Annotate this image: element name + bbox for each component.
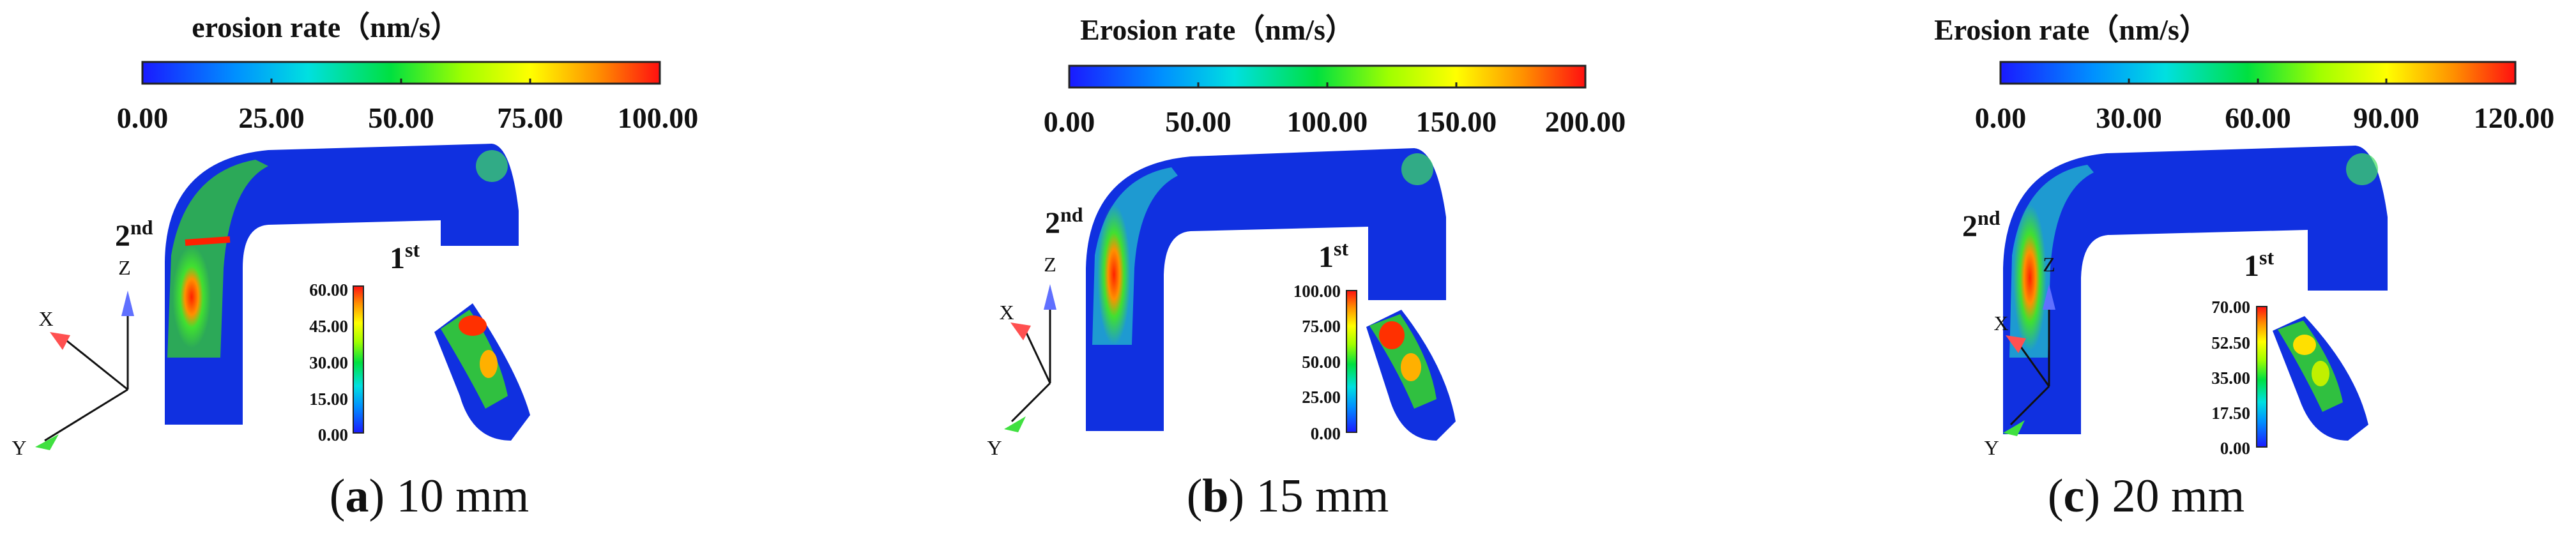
- panel-b: Erosion rate（nm/s） 0.00 50.00 100.00 150…: [858, 0, 1717, 553]
- inset-tick: 60.00: [309, 280, 348, 299]
- inset-tick: 0.00: [2220, 439, 2250, 458]
- caption-b: (b) 15 mm: [1186, 470, 1389, 522]
- inset-tick: 30.00: [309, 353, 348, 372]
- inset-tick: 17.50: [2211, 404, 2250, 423]
- colorbar-title: Erosion rate（nm/s）: [1080, 13, 1355, 46]
- caption-a: (a) 10 mm: [329, 470, 530, 522]
- colorbar-tick: 0.00: [117, 102, 169, 134]
- axis-triad: [1010, 294, 1051, 423]
- colorbar-tick: 60.00: [2225, 102, 2291, 134]
- colorbar-tick: 0.00: [1044, 105, 1095, 138]
- figure-b: Erosion rate（nm/s） 0.00 50.00 100.00 150…: [987, 13, 1626, 459]
- elbow-pipe-model: [2003, 146, 2388, 434]
- z-axis-arrow-icon: [1044, 284, 1056, 310]
- label-2nd: 2nd: [1045, 203, 1083, 240]
- y-axis-arrow-icon: [1004, 416, 1026, 432]
- colorbar-tick: 75.00: [497, 102, 563, 134]
- x-axis-arrow-icon: [2006, 335, 2026, 353]
- inset-tick: 25.00: [1302, 388, 1341, 407]
- inset-tick: 75.00: [1302, 317, 1341, 336]
- elbow-pipe-model: [1086, 148, 1446, 431]
- z-axis-label: Z: [2043, 253, 2055, 276]
- inset-tick: 100.00: [1293, 282, 1341, 301]
- figure-c: Erosion rate（nm/s） 0.00 30.00 60.00 90.0…: [1934, 13, 2555, 459]
- colorbar-title: erosion rate（nm/s）: [192, 11, 460, 43]
- x-axis-arrow-icon: [1010, 322, 1031, 340]
- z-axis-arrow-icon: [121, 291, 134, 316]
- colorbar-tick: 50.00: [1165, 105, 1231, 138]
- label-1st: 1st: [2244, 246, 2274, 283]
- caption-c: (c) 20 mm: [2047, 470, 2245, 522]
- label-1st: 1st: [390, 238, 420, 275]
- elbow-pipe-model: [165, 144, 519, 425]
- colorbar-tick: 120.00: [2474, 102, 2555, 134]
- first-elbow-model: [1366, 310, 1456, 441]
- z-axis-label: Z: [118, 256, 131, 279]
- inset-tick: 0.00: [318, 425, 348, 444]
- inset-tick: 15.00: [309, 390, 348, 409]
- colorbar-tick: 200.00: [1545, 105, 1626, 138]
- label-2nd: 2nd: [115, 216, 153, 253]
- first-elbow-model: [434, 303, 530, 441]
- y-axis-label: Y: [11, 436, 26, 459]
- inset-tick: 50.00: [1302, 352, 1341, 372]
- inset-colorbar: [353, 285, 364, 434]
- colorbar-tick: 0.00: [1975, 102, 2027, 134]
- colorbar-tick: 150.00: [1416, 105, 1497, 138]
- colorbar-tick: 50.00: [368, 102, 434, 134]
- colorbar-tick: 100.00: [1287, 105, 1368, 138]
- inset-tick: 70.00: [2211, 298, 2250, 317]
- colorbar-tick: 25.00: [238, 102, 305, 134]
- x-axis-arrow-icon: [50, 332, 70, 350]
- colorbar-tick: 30.00: [2096, 102, 2162, 134]
- inset-tick: 52.50: [2211, 333, 2250, 352]
- colorbar-tick: 90.00: [2353, 102, 2420, 134]
- y-axis-label: Y: [1984, 436, 1999, 459]
- inset-tick: 35.00: [2211, 368, 2250, 388]
- y-axis-arrow-icon: [35, 434, 59, 450]
- panel-c: Erosion rate（nm/s） 0.00 30.00 60.00 90.0…: [1717, 0, 2575, 553]
- axis-triad: [44, 300, 129, 442]
- figure-a: erosion rate（nm/s） 0.00 25.00 50.00 75.0…: [11, 11, 699, 459]
- first-elbow-model: [2273, 316, 2368, 441]
- inset-tick: 0.00: [1311, 424, 1341, 443]
- label-2nd: 2nd: [1962, 206, 2001, 243]
- inset-colorbar: [2256, 306, 2267, 448]
- y-axis-arrow-icon: [2003, 420, 2025, 436]
- colorbar-tick: 100.00: [618, 102, 699, 134]
- x-axis-label: X: [1993, 312, 2008, 335]
- inset-colorbar: [1346, 290, 1357, 433]
- y-axis-label: Y: [987, 436, 1002, 459]
- x-axis-label: X: [999, 301, 1014, 324]
- panel-a: erosion rate（nm/s） 0.00 25.00 50.00 75.0…: [0, 0, 858, 553]
- z-axis-arrow-icon: [2043, 284, 2055, 310]
- label-1st: 1st: [1318, 237, 1348, 274]
- colorbar-title: Erosion rate（nm/s）: [1934, 13, 2209, 46]
- x-axis-label: X: [38, 307, 53, 330]
- inset-tick: 45.00: [309, 317, 348, 336]
- z-axis-label: Z: [1044, 253, 1056, 276]
